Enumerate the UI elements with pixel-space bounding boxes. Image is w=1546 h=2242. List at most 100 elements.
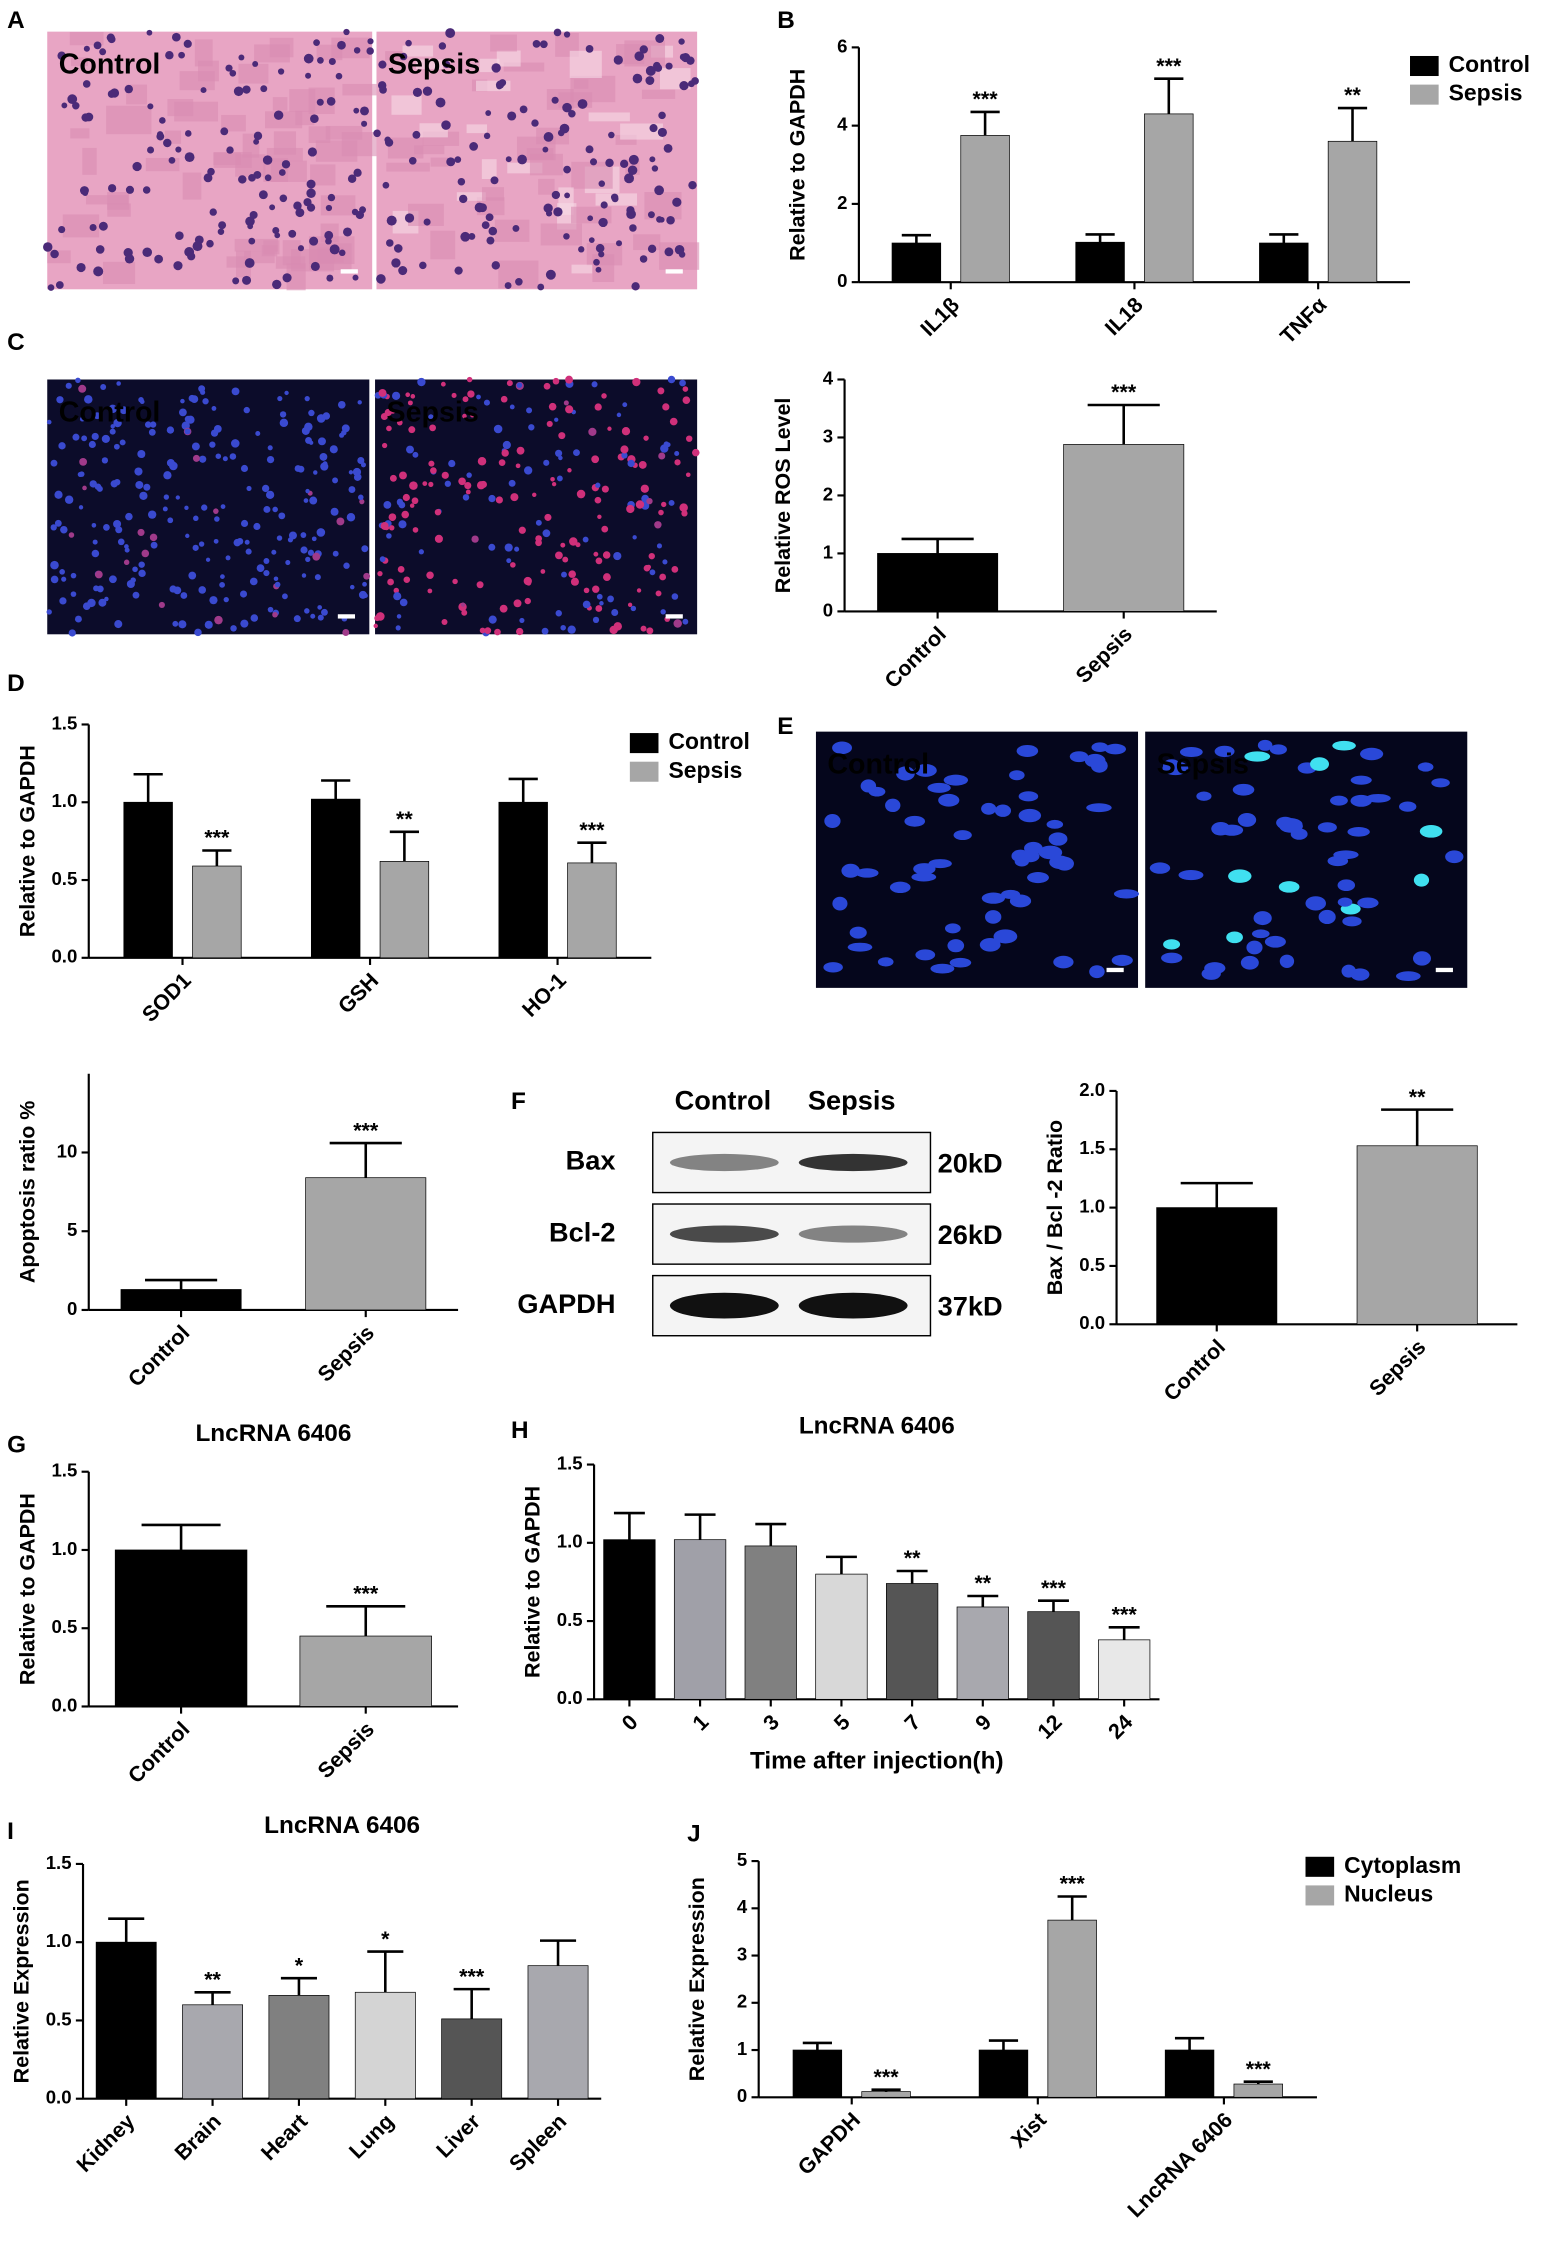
y-tick-label: 0.5 (51, 868, 77, 889)
nucleus (485, 110, 492, 116)
nucleus (396, 419, 403, 426)
nucleus (601, 485, 609, 493)
nucleus (494, 628, 501, 636)
nucleus (877, 957, 894, 967)
nucleus (655, 34, 665, 43)
nucleus (639, 255, 648, 263)
nucleus (223, 596, 229, 603)
nucleus (645, 76, 655, 85)
tissue (82, 147, 97, 175)
nucleus (1001, 889, 1021, 899)
nucleus (573, 449, 580, 457)
nucleus (682, 618, 689, 625)
nucleus (555, 610, 562, 617)
nucleus (332, 477, 339, 484)
nucleus (646, 498, 653, 505)
x-tick-label: Heart (256, 2109, 312, 2165)
nucleus (91, 432, 99, 441)
nucleus (600, 201, 608, 209)
nucleus (209, 596, 218, 605)
nucleus (1240, 955, 1259, 970)
nucleus (399, 598, 408, 607)
y-tick-label: 1.5 (51, 712, 77, 733)
nucleus (634, 51, 645, 61)
nucleus (163, 494, 170, 500)
nucleus (238, 175, 247, 184)
scale-bar (1435, 967, 1453, 973)
nucleus (205, 557, 211, 562)
blot-band (798, 1225, 908, 1243)
y-tick-label: 0.5 (557, 1609, 583, 1630)
nucleus (601, 393, 607, 399)
error-bar (1057, 1895, 1087, 1921)
nucleus (1318, 909, 1336, 925)
panel-letter: H (511, 1417, 529, 1444)
nucleus (300, 546, 308, 554)
nucleus (337, 400, 346, 409)
nucleus (512, 224, 520, 232)
nucleus (373, 623, 378, 629)
nucleus (379, 556, 386, 563)
error-bar (901, 537, 974, 554)
tissue (106, 105, 152, 135)
nucleus (519, 105, 528, 114)
nucleus (507, 111, 517, 121)
nucleus (321, 608, 328, 616)
nucleus (240, 619, 249, 628)
panel-letter: C (7, 329, 25, 356)
nucleus (588, 237, 595, 244)
error-bar (508, 777, 538, 803)
blot-size: 26kD (938, 1219, 1003, 1250)
bar (354, 1991, 416, 2100)
nucleus (542, 146, 549, 153)
nucleus (248, 237, 256, 245)
legend-swatch (1305, 1856, 1335, 1877)
bar (1144, 113, 1194, 283)
nucleus (361, 120, 368, 127)
nucleus (390, 409, 396, 414)
nucleus (109, 575, 117, 584)
nucleus (685, 435, 693, 442)
nucleus (91, 522, 97, 528)
nucleus (68, 629, 76, 637)
nucleus (656, 543, 662, 549)
significance: *** (1111, 380, 1137, 404)
nucleus (620, 159, 629, 168)
nucleus (627, 459, 635, 468)
x-tick-label: Sepsis (1365, 1335, 1431, 1401)
nucleus (578, 246, 585, 253)
nucleus (1330, 795, 1348, 806)
nucleus (179, 408, 187, 417)
nucleus (282, 593, 288, 600)
nucleus (667, 375, 676, 384)
nucleus (101, 434, 110, 443)
x-tick-label: SOD1 (137, 968, 195, 1026)
nucleus (673, 619, 682, 628)
nucleus (378, 388, 387, 397)
nucleus (608, 131, 615, 139)
bar (192, 865, 242, 959)
nucleus (106, 33, 115, 42)
nucleus (535, 519, 542, 526)
nucleus (113, 418, 122, 428)
nucleus (382, 442, 388, 449)
nucleus (488, 615, 497, 624)
blot-size: 20kD (938, 1148, 1003, 1179)
nucleus (398, 520, 407, 529)
legend-label: Nucleus (1344, 1880, 1433, 1906)
nucleus (1278, 881, 1300, 893)
y-tick-label: 1 (737, 2038, 747, 2059)
nucleus (1178, 869, 1204, 881)
tissue (107, 192, 130, 210)
nucleus (115, 526, 123, 534)
error-bar (1381, 1108, 1454, 1146)
nucleus (318, 437, 326, 446)
nucleus (378, 60, 387, 69)
nucleus (267, 445, 273, 451)
nucleus (184, 428, 191, 435)
error-bar (329, 1141, 402, 1178)
nucleus (107, 90, 116, 98)
nucleus (466, 376, 473, 383)
nucleus (686, 56, 695, 65)
nucleus (50, 575, 59, 584)
